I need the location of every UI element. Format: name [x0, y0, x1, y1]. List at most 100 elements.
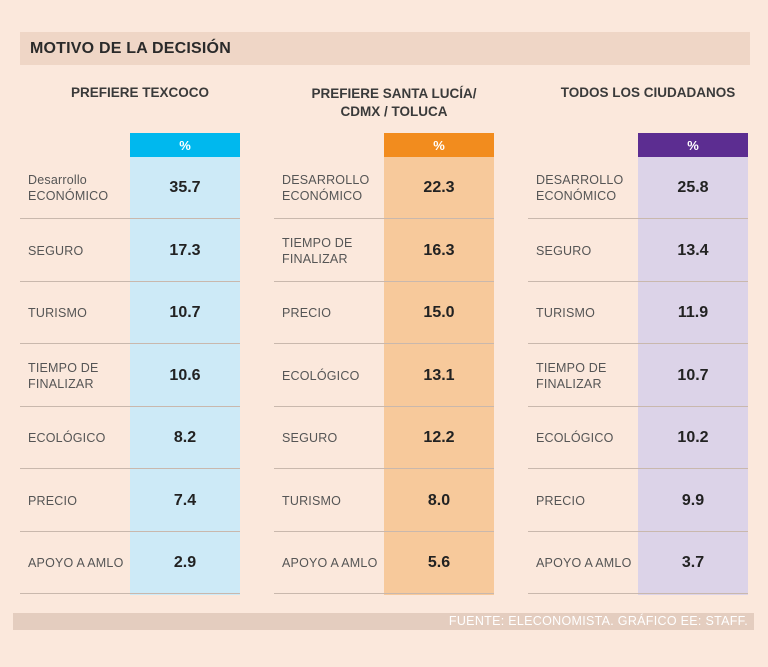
panel-header: PREFIERE TEXCOCO — [20, 84, 260, 102]
row-label-text: SEGURO — [282, 430, 337, 446]
percent-header: % — [638, 133, 748, 157]
row-label-text: PRECIO — [536, 493, 585, 509]
row-label-text: ECOLÓGICO — [28, 430, 106, 446]
table-row: ECOLÓGICO 13.1 — [274, 345, 494, 407]
row-separator — [274, 280, 494, 282]
row-label: PRECIO — [536, 470, 636, 532]
row-label: TIEMPO DE FINALIZAR — [536, 345, 636, 407]
row-label-line: SEGURO — [536, 243, 592, 258]
table-row: DESARROLLO ECONÓMICO 22.3 — [274, 157, 494, 219]
row-separator — [274, 468, 494, 469]
row-value: 11.9 — [677, 304, 709, 321]
row-label-line: Desarrollo — [28, 173, 87, 187]
row-separator — [528, 468, 748, 469]
row-label-line: APOYO A AMLO — [282, 556, 378, 570]
row-label-text: TURISMO — [536, 305, 595, 321]
row-label-line: ECOLÓGICO — [282, 368, 360, 383]
row-label: TIEMPO DE FINALIZAR — [282, 220, 382, 282]
row-label-line: PRECIO — [282, 306, 332, 320]
row-separator — [528, 593, 748, 594]
row-separator — [528, 530, 748, 532]
panel-3: TODOS LOS CIUDADANOS% DESARROLLO ECONÓMICO… — [528, 78, 768, 598]
row-label: APOYO A AMLO — [536, 532, 636, 594]
row-label: PRECIO — [28, 470, 128, 532]
row-label-line: ECONÓMICO — [536, 189, 617, 203]
row-label: DESARROLLO ECONÓMICO — [282, 157, 382, 219]
row-label-text: TURISMO — [282, 493, 341, 509]
table-row: TURISMO 8.0 — [274, 470, 494, 532]
row-label-line: ECOLÓGICO — [28, 431, 106, 445]
row-label-text: SEGURO — [536, 243, 591, 259]
row-label-line: TURISMO — [282, 493, 342, 508]
row-label-line: PRECIO — [536, 493, 586, 508]
panel-header-line: PREFIERE TEXCOCO — [70, 85, 210, 100]
row-value: 13.1 — [423, 366, 455, 384]
row-label-text: DESARROLLO ECONÓMICO — [282, 172, 369, 204]
row-label-line: PRECIO — [28, 493, 78, 508]
row-label-line: DESARROLLO — [536, 173, 624, 187]
row-label: ECOLÓGICO — [536, 407, 636, 469]
row-separator — [528, 280, 748, 282]
panel-header: TODOS LOS CIUDADANOS — [528, 84, 768, 102]
row-label-text: PRECIO — [28, 493, 77, 509]
row-label-text: APOYO A AMLO — [536, 555, 632, 571]
row-value: 35.7 — [169, 179, 201, 196]
table-row: TIEMPO DE FINALIZAR 10.6 — [20, 345, 240, 407]
table-row: ECOLÓGICO 8.2 — [20, 407, 240, 469]
row-label-text: APOYO A AMLO — [28, 555, 124, 571]
row-value: 12.2 — [423, 429, 455, 446]
row-separator — [20, 405, 240, 407]
row-value: 5.6 — [427, 554, 451, 571]
row-label-line: ECONÓMICO — [28, 189, 109, 203]
row-separator — [274, 405, 494, 407]
row-label-text: Desarrollo ECONÓMICO — [28, 172, 108, 204]
row-label: Desarrollo ECONÓMICO — [28, 157, 128, 219]
row-value: 10.7 — [169, 304, 201, 321]
row-label: TURISMO — [28, 282, 128, 344]
row-label: TURISMO — [282, 470, 382, 532]
row-label-line: FINALIZAR — [536, 376, 602, 391]
row-separator — [274, 530, 494, 532]
row-value: 17.3 — [169, 241, 201, 259]
table-row: SEGURO 17.3 — [20, 220, 240, 282]
row-value: 8.0 — [427, 491, 451, 509]
row-label-text: DESARROLLO ECONÓMICO — [536, 172, 623, 204]
row-label-line: APOYO A AMLO — [28, 556, 124, 570]
row-separator — [20, 593, 240, 594]
row-label-text: PRECIO — [282, 305, 331, 321]
row-label-line: APOYO A AMLO — [536, 556, 632, 570]
table-row: PRECIO 9.9 — [528, 470, 748, 532]
row-label-line: SEGURO — [282, 431, 338, 445]
row-value: 15.0 — [423, 304, 455, 321]
row-label-line: TURISMO — [28, 306, 88, 320]
value-column-background — [130, 157, 240, 595]
percent-header: % — [384, 133, 494, 157]
row-value: 10.7 — [677, 366, 709, 384]
chart-title: MOTIVO DE LA DECISIÓN — [30, 39, 231, 57]
row-label-text: TIEMPO DE FINALIZAR — [282, 235, 353, 267]
row-separator — [528, 405, 748, 407]
row-separator — [20, 343, 240, 344]
row-value: 22.3 — [423, 179, 455, 196]
row-separator — [274, 218, 494, 219]
row-label-line: FINALIZAR — [282, 251, 348, 266]
source-note: FUENTE: ELECONOMISTA. GRÁFICO EE: STAFF. — [13, 613, 754, 630]
row-separator — [20, 218, 240, 219]
row-label: SEGURO — [28, 220, 128, 282]
row-label-line: TURISMO — [536, 306, 596, 320]
title-bar: MOTIVO DE LA DECISIÓN — [20, 32, 750, 65]
row-separator — [274, 593, 494, 594]
row-separator — [20, 468, 240, 469]
percent-header: % — [130, 133, 240, 157]
row-label-text: ECOLÓGICO — [536, 430, 614, 446]
table-row: PRECIO 15.0 — [274, 282, 494, 344]
table-row: TURISMO 10.7 — [20, 282, 240, 344]
panel-1: PREFIERE TEXCOCO% Desarrollo ECONÓMICO 35.7… — [20, 78, 260, 598]
panel-header-line: TODOS LOS CIUDADANOS — [560, 85, 736, 100]
row-label-text: TURISMO — [28, 305, 87, 321]
row-label: ECOLÓGICO — [28, 407, 128, 469]
table-row: APOYO A AMLO 5.6 — [274, 532, 494, 594]
row-label: SEGURO — [536, 220, 636, 282]
value-column-background — [384, 157, 494, 595]
row-label: APOYO A AMLO — [282, 532, 382, 594]
